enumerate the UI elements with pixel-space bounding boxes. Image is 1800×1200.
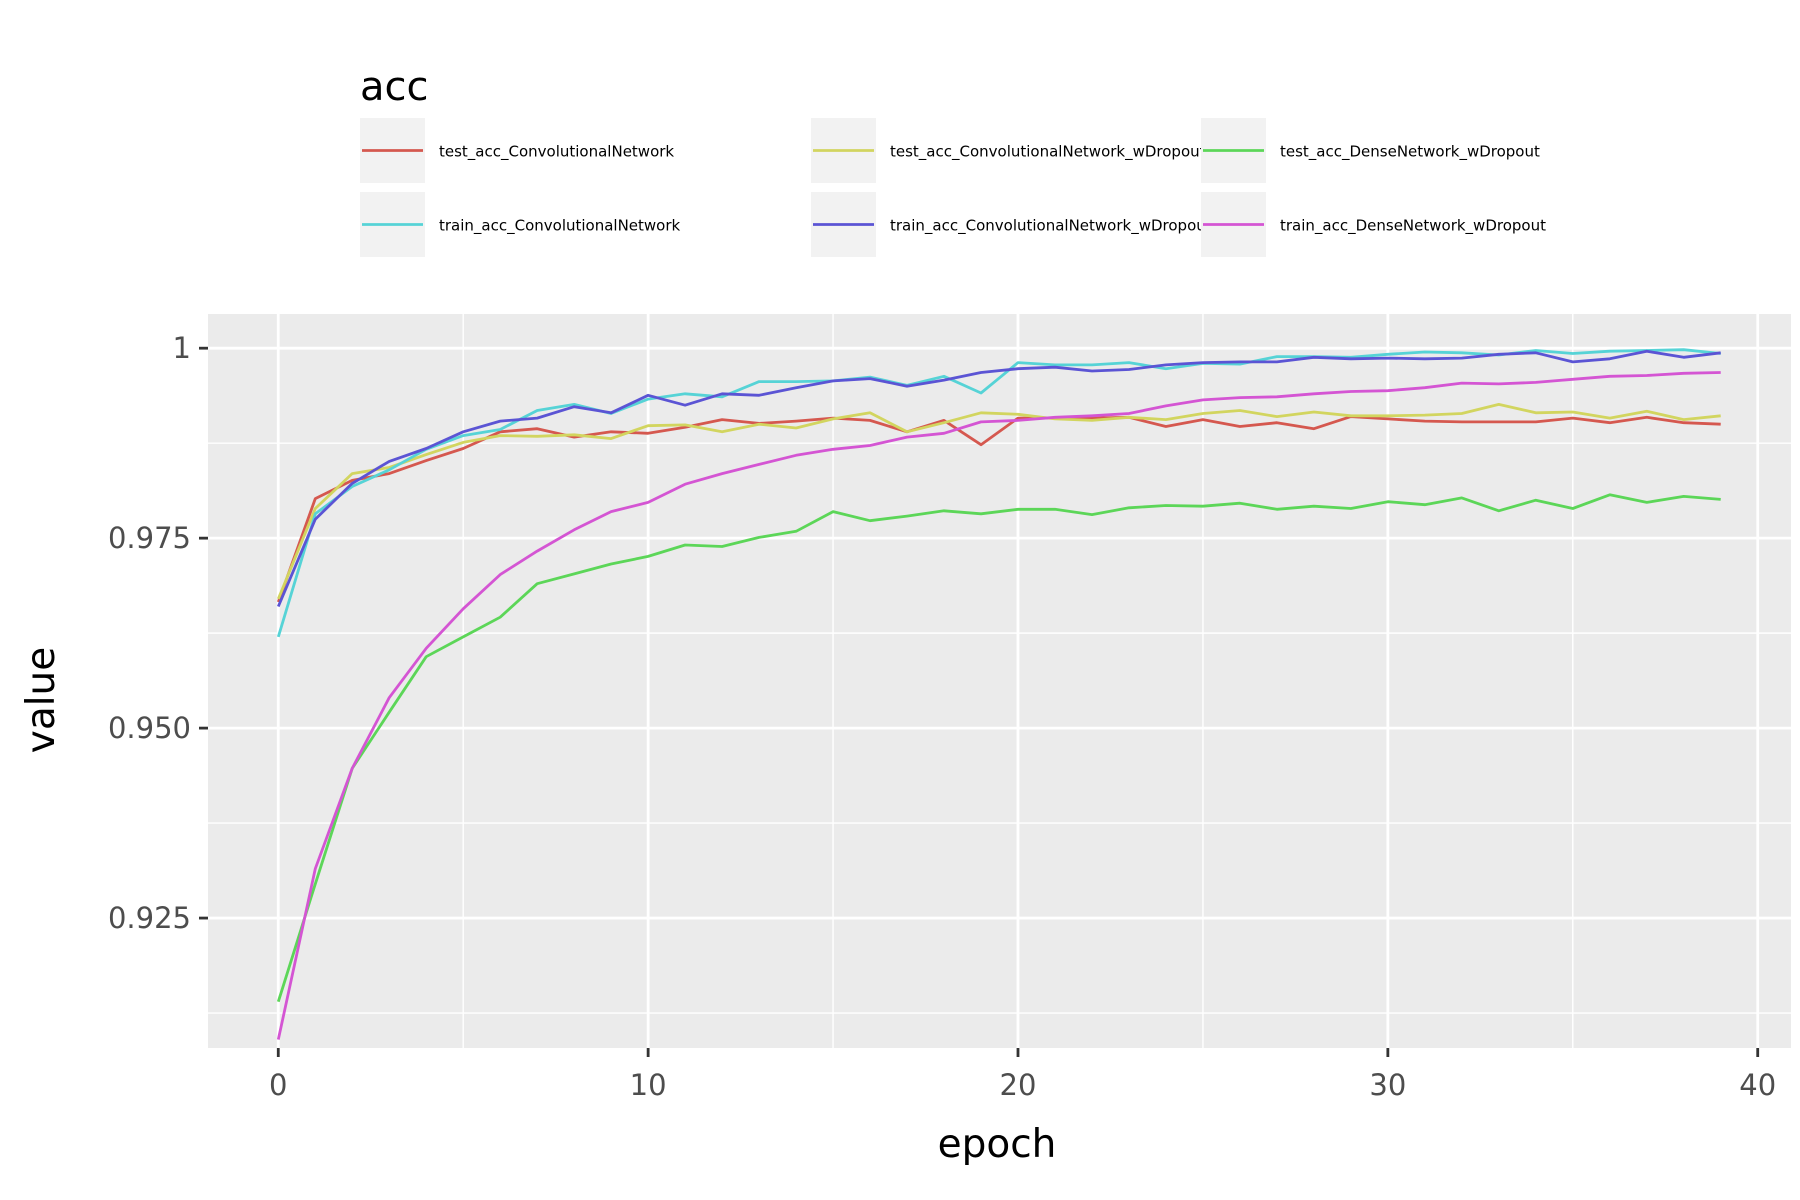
x-tick-label: 0 [269,1068,287,1102]
y-tick-label: 1 [173,331,191,365]
legend-item: train_acc_ConvolutionalNetwork [360,192,681,257]
legend: test_acc_ConvolutionalNetwork test_acc_Co… [360,118,1546,257]
series-line-train-acc-convolutionalnetwork-wdropout [277,349,1721,608]
y-axis: 0.925 0.950 0.975 1 [108,331,208,935]
x-axis: 0 10 20 30 40 [269,1048,1776,1102]
legend-item: test_acc_DenseNetwork_wDropout [1201,118,1540,183]
y-axis-title: value [19,647,64,754]
x-tick-label: 30 [1369,1068,1406,1102]
y-tick-label: 0.925 [108,901,191,935]
series-lines [276,348,1721,1040]
y-tick-label: 0.950 [108,711,191,745]
legend-label: test_acc_DenseNetwork_wDropout [1280,143,1540,162]
x-tick-label: 10 [630,1068,667,1102]
y-tick-label: 0.975 [108,521,191,555]
legend-title: acc [360,64,429,110]
legend-label: train_acc_ConvolutionalNetwork_wDropout [890,217,1212,236]
legend-label: train_acc_ConvolutionalNetwork [439,217,681,236]
legend-item: train_acc_ConvolutionalNetwork_wDropout [811,192,1212,257]
x-axis-title: epoch [938,1122,1057,1167]
legend-item: test_acc_ConvolutionalNetwork_wDropout [811,118,1206,183]
plot-panel [208,314,1791,1048]
x-tick-label: 40 [1739,1068,1776,1102]
series-line-train-acc-densenetwork-wdropout [276,371,1721,1040]
series-line-test-acc-convolutionalnetwork [276,415,1721,603]
series-line-test-acc-convolutionalnetwork-wdropout [277,402,1721,600]
legend-label: test_acc_ConvolutionalNetwork [439,143,674,162]
legend-item: train_acc_DenseNetwork_wDropout [1201,192,1546,257]
grid-major [208,314,1791,1048]
legend-label: test_acc_ConvolutionalNetwork_wDropout [890,143,1206,162]
x-tick-label: 20 [1000,1068,1037,1102]
legend-label: train_acc_DenseNetwork_wDropout [1280,217,1546,236]
series-line-test-acc-densenetwork-wdropout [276,493,1721,1003]
legend-item: test_acc_ConvolutionalNetwork [360,118,674,183]
